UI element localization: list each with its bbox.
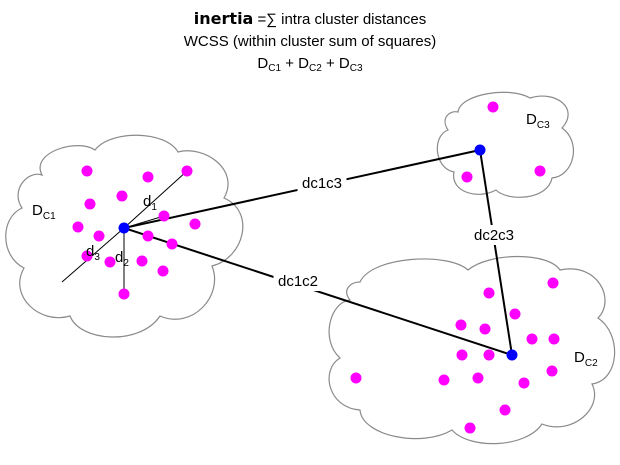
cluster-c2-point-12	[518, 377, 530, 389]
cluster-c1-point-10	[142, 230, 154, 242]
cluster-c2-point-2	[547, 277, 559, 289]
cluster-c2-point-5	[509, 308, 521, 320]
cluster-c1-point-3	[181, 165, 193, 177]
inertia-definition: =∑ intra cluster distances	[253, 11, 427, 28]
d1-line	[123, 170, 188, 229]
d1-label: d1	[143, 193, 157, 213]
sum-term-1-sub: C1	[268, 63, 282, 74]
labels-layer: DC1 DC2 DC3 d1 d3 d2 dc1c3 dc2c3 dc1c2	[32, 111, 598, 369]
cluster-c2-point-13	[546, 365, 558, 377]
cluster-c3-centroid	[474, 144, 486, 156]
cluster-c2-point-7	[548, 333, 560, 345]
cluster-c1-point-7	[189, 218, 201, 230]
sum-term-3: D	[338, 55, 350, 72]
sum-sep-2: +	[321, 55, 339, 72]
inertia-word: inertia	[193, 9, 254, 28]
cluster-c2-outline	[328, 256, 616, 445]
lines-layer	[61, 149, 513, 356]
cluster-c3-point-3	[461, 171, 473, 183]
cluster-c1-point-5	[84, 198, 96, 210]
wcss-line: WCSS (within cluster sum of squares)	[183, 33, 437, 50]
cluster-c3-point-2	[534, 165, 546, 177]
dc2c3-label: dc2c3	[474, 227, 514, 244]
cluster-c2-point-8	[456, 349, 468, 361]
cluster-c3-point-1	[487, 101, 499, 113]
cluster-c3-outline	[436, 91, 575, 198]
d2-label: d2	[115, 249, 129, 269]
title-block: inertia =∑ intra cluster distances WCSS …	[0, 8, 620, 80]
cluster-c2-point-1	[483, 287, 495, 299]
cluster-c1-point-14	[136, 255, 148, 267]
cluster-c1-centroid	[118, 222, 130, 234]
dc1c3-label: dc1c3	[302, 175, 342, 192]
sum-term-2-sub: C2	[309, 63, 322, 74]
sum-sep-1: +	[281, 55, 299, 72]
cluster-c2-point-15	[499, 404, 511, 416]
cluster-c1-point-2	[142, 171, 154, 183]
cluster-c1-outline	[5, 134, 244, 338]
cluster-c3-label: DC3	[526, 111, 550, 131]
cluster-c1-point-1	[81, 165, 93, 177]
cluster-c2-point-11	[472, 372, 484, 384]
dc1c2-label: dc1c2	[278, 273, 318, 290]
cluster-c1-point-11	[166, 238, 178, 250]
dc1c2-line	[123, 227, 513, 356]
cluster-c1-point-9	[93, 230, 105, 242]
cluster-c1-point-15	[157, 265, 169, 277]
cluster-c2-label: DC2	[574, 349, 598, 369]
inertia-line: inertia =∑ intra cluster distances	[0, 8, 620, 31]
points-layer	[72, 101, 560, 434]
cluster-c1-label: DC1	[32, 202, 56, 222]
dc2c3-label-bg	[469, 225, 519, 245]
dc2c3-line	[479, 149, 513, 356]
sum-term-2: D	[298, 55, 310, 72]
dc1c2-label-bg	[273, 271, 323, 291]
cluster-c1-point-4	[116, 190, 128, 202]
cluster-c1-point-16	[118, 288, 130, 300]
cluster-c2-point-6	[526, 333, 538, 345]
d3-label: d3	[86, 243, 100, 263]
cluster-c2-point-16	[464, 422, 476, 434]
cluster-c1-point-12	[81, 250, 93, 262]
sum-term-1: D	[257, 55, 269, 72]
cluster-c2-point-14	[350, 372, 362, 384]
d3-line	[61, 227, 125, 283]
sum-line: DC1 + DC2 + DC3	[0, 53, 620, 80]
cluster-c2-point-3	[455, 319, 467, 331]
sum-term-3-sub: C3	[349, 63, 363, 74]
cluster-c2-point-9	[483, 349, 495, 361]
cluster-c2-centroid	[506, 349, 518, 361]
centroids-layer	[118, 144, 518, 361]
dc1c3-label-bg	[297, 173, 347, 193]
cluster-c2-point-4	[479, 323, 491, 335]
cluster-c1-point-6	[158, 210, 170, 222]
cluster-c1-point-13	[104, 256, 116, 268]
cluster-c1-point-8	[72, 221, 84, 233]
cluster-c2-point-10	[438, 374, 450, 386]
